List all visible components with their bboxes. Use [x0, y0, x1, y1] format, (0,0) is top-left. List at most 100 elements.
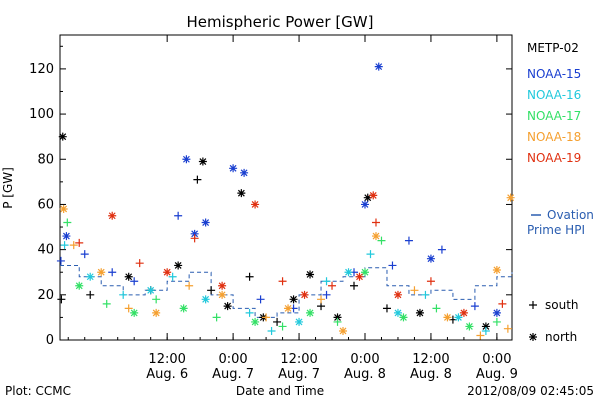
- north-marker: [58, 132, 67, 141]
- south-marker: [278, 322, 287, 331]
- south-marker: [174, 211, 183, 220]
- legend-north-label: north: [545, 330, 577, 344]
- south-marker: [529, 301, 537, 309]
- north-marker: [415, 308, 424, 317]
- north-marker: [374, 62, 383, 71]
- south-marker: [322, 290, 331, 299]
- south-marker: [256, 295, 265, 304]
- south-marker: [185, 281, 194, 290]
- north-marker: [174, 261, 183, 270]
- north-marker: [295, 317, 304, 326]
- north-marker: [360, 268, 369, 277]
- north-marker: [355, 272, 364, 281]
- north-marker: [163, 268, 172, 277]
- north-marker: [179, 304, 188, 313]
- north-marker: [198, 157, 207, 166]
- north-marker: [62, 232, 71, 241]
- south-marker: [124, 304, 133, 313]
- ovation-series: [60, 264, 513, 318]
- legend-item: NOAA-18: [527, 130, 581, 144]
- north-marker: [240, 168, 249, 177]
- north-marker: [369, 191, 378, 200]
- north-marker: [529, 333, 537, 341]
- south-marker: [152, 295, 161, 304]
- south-marker: [273, 317, 282, 326]
- north-marker: [459, 308, 468, 317]
- legend: METP-02 NOAA-15 NOAA-16 NOAA-17 NOAA-18 NOAA-…: [527, 41, 594, 344]
- north-marker: [97, 268, 106, 277]
- north-marker: [443, 313, 452, 322]
- north-marker: [108, 211, 117, 220]
- x-tick-date: Aug. 6: [146, 367, 188, 382]
- north-marker: [124, 272, 133, 281]
- y-tick-label: 80: [37, 152, 54, 167]
- south-marker: [245, 272, 254, 281]
- south-marker: [322, 277, 331, 286]
- north-marker: [237, 189, 246, 198]
- north-marker: [218, 290, 227, 299]
- north-marker: [399, 313, 408, 322]
- south-marker: [57, 295, 66, 304]
- y-tick-label: 0: [46, 333, 54, 348]
- x-tick-date: Aug. 7: [278, 367, 320, 382]
- south-marker: [492, 317, 501, 326]
- south-marker: [366, 250, 375, 259]
- north-marker: [306, 270, 315, 279]
- south-marker: [382, 304, 391, 313]
- north-marker: [393, 308, 402, 317]
- north-marker: [289, 295, 298, 304]
- north-marker: [454, 313, 463, 322]
- south-marker: [350, 281, 359, 290]
- y-tick-label: 40: [37, 243, 54, 258]
- x-tick-date: Aug. 7: [212, 367, 254, 382]
- north-marker: [201, 218, 210, 227]
- south-marker: [212, 313, 221, 322]
- north-marker: [506, 193, 515, 202]
- north-marker: [86, 272, 95, 281]
- north-marker: [190, 229, 199, 238]
- south-marker: [130, 277, 139, 286]
- plot-area: [59, 34, 513, 341]
- x-tick-time: 12:00: [148, 352, 185, 367]
- north-marker: [426, 254, 435, 263]
- north-marker: [333, 313, 342, 322]
- south-marker: [278, 277, 287, 286]
- north-marker: [218, 281, 227, 290]
- south-marker: [102, 299, 111, 308]
- y-tick-label: 20: [37, 288, 54, 303]
- south-marker: [503, 324, 512, 333]
- south-marker: [388, 261, 397, 270]
- legend-ovation-label: Ovation: [547, 208, 594, 222]
- north-marker: [75, 281, 84, 290]
- footer-credit: Plot: CCMC: [5, 384, 71, 398]
- south-marker: [193, 175, 202, 184]
- north-marker: [251, 200, 260, 209]
- x-tick-time: 0:00: [219, 352, 248, 367]
- north-marker: [465, 322, 474, 331]
- legend-item: NOAA-19: [527, 151, 581, 165]
- south-marker: [75, 238, 84, 247]
- south-marker: [437, 245, 446, 254]
- chart-title: Hemispheric Power [GW]: [187, 13, 374, 31]
- x-tick-time: 12:00: [412, 352, 449, 367]
- south-marker: [432, 304, 441, 313]
- south-marker: [135, 259, 144, 268]
- north-marker: [201, 295, 210, 304]
- x-tick-date: Aug. 9: [476, 367, 518, 382]
- south-marker: [328, 281, 337, 290]
- south-marker: [245, 308, 254, 317]
- x-tick-time: 0:00: [350, 352, 379, 367]
- north-marker: [481, 322, 490, 331]
- north-marker: [130, 308, 139, 317]
- south-marker: [371, 218, 380, 227]
- north-marker: [300, 290, 309, 299]
- north-marker: [339, 326, 348, 335]
- south-marker: [108, 268, 117, 277]
- north-marker: [152, 308, 161, 317]
- south-marker: [56, 256, 65, 265]
- data-points: [56, 62, 515, 340]
- south-marker: [86, 290, 95, 299]
- south-marker: [426, 277, 435, 286]
- y-axis: 0 20 40 60 80 100 120: [29, 45, 512, 348]
